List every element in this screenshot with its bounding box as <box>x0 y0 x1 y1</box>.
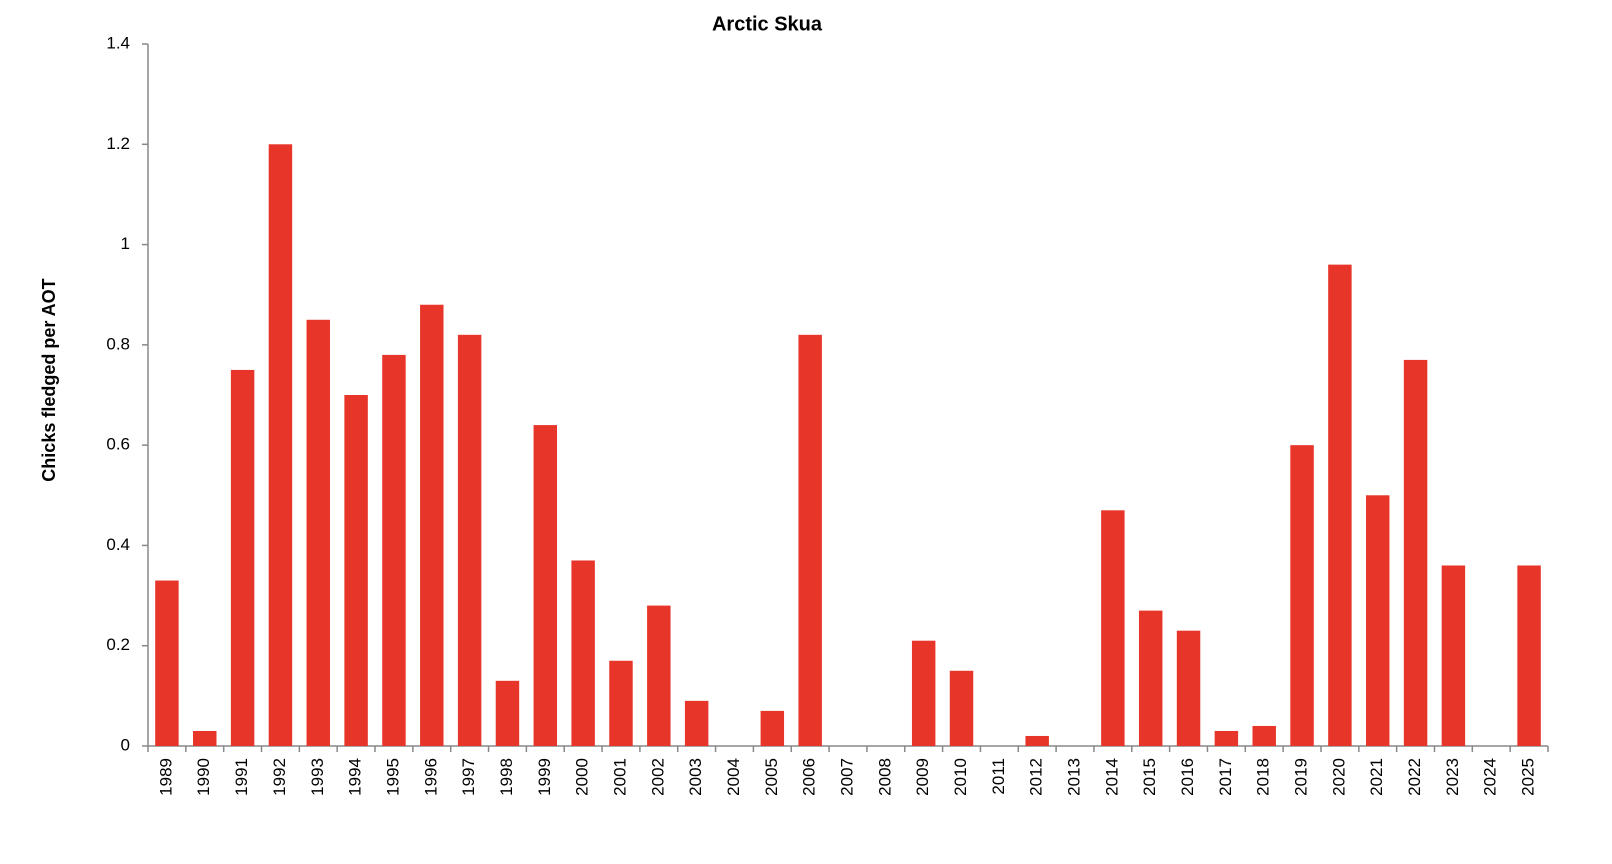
y-tick-label: 0 <box>121 735 130 754</box>
x-tick-label: 1990 <box>194 758 213 796</box>
bar <box>949 670 974 746</box>
bar <box>344 395 368 746</box>
x-tick-label: 1995 <box>383 758 402 796</box>
bar <box>571 560 595 746</box>
bar <box>306 319 330 746</box>
x-tick-label: 2025 <box>1519 758 1538 796</box>
y-tick-label: 1.4 <box>106 33 130 52</box>
x-tick-label: 2020 <box>1329 758 1348 796</box>
y-tick-label: 0.6 <box>106 435 130 454</box>
bar <box>155 580 179 746</box>
bar <box>647 605 671 746</box>
x-tick-label: 2000 <box>573 758 592 796</box>
bar <box>1441 565 1466 746</box>
x-tick-label: 1997 <box>459 758 478 796</box>
bar <box>1025 735 1049 746</box>
x-tick-label: 1993 <box>308 758 327 796</box>
bar <box>230 369 255 746</box>
x-tick-label: 1998 <box>497 758 516 796</box>
x-tick-label: 2001 <box>610 758 629 796</box>
x-tick-label: 1989 <box>156 758 175 796</box>
x-tick-label: 2017 <box>1216 758 1235 796</box>
bar <box>760 710 785 746</box>
bar <box>457 334 482 746</box>
x-tick-label: 1999 <box>535 758 554 796</box>
x-tick-label: 2004 <box>724 758 743 796</box>
x-tick-label: 2003 <box>686 758 705 796</box>
x-tick-label: 1994 <box>346 758 365 796</box>
x-tick-label: 2022 <box>1405 758 1424 796</box>
x-tick-label: 2008 <box>875 758 894 796</box>
x-tick-label: 2024 <box>1481 758 1500 796</box>
y-tick-label: 1.2 <box>106 134 130 153</box>
bar <box>1517 565 1541 746</box>
bar <box>1101 510 1125 746</box>
x-tick-label: 2014 <box>1102 758 1121 796</box>
bar <box>495 680 520 746</box>
bar <box>1328 264 1352 746</box>
bar <box>798 334 822 746</box>
bar <box>382 354 406 746</box>
x-tick-label: 2019 <box>1292 758 1311 796</box>
x-tick-label: 2005 <box>762 758 781 796</box>
x-tick-label: 2007 <box>837 758 856 796</box>
x-tick-label: 2016 <box>1178 758 1197 796</box>
bar <box>420 304 444 746</box>
y-tick-label: 0.8 <box>106 334 130 353</box>
x-tick-label: 1991 <box>232 758 251 796</box>
bar <box>268 144 293 747</box>
y-tick-label: 0.2 <box>106 635 130 654</box>
bar <box>684 700 709 746</box>
y-axis-label: Chicks fledged per AOT <box>39 278 59 481</box>
x-tick-label: 2015 <box>1140 758 1159 796</box>
x-tick-label: 2010 <box>951 758 970 796</box>
x-tick-label: 2009 <box>913 758 932 796</box>
y-tick-label: 0.4 <box>106 535 130 554</box>
x-tick-label: 2023 <box>1443 758 1462 796</box>
x-tick-label: 2012 <box>1027 758 1046 796</box>
bar <box>911 640 936 746</box>
bar <box>1214 730 1239 746</box>
x-tick-label: 2021 <box>1367 758 1386 796</box>
bar <box>1290 445 1314 746</box>
bar <box>1138 610 1163 746</box>
x-tick-label: 2002 <box>648 758 667 796</box>
x-tick-label: 1996 <box>421 758 440 796</box>
bar <box>533 425 558 746</box>
bar <box>609 660 633 746</box>
bar <box>1403 359 1428 746</box>
x-tick-label: 2011 <box>989 758 1008 795</box>
bar <box>1366 495 1390 746</box>
x-tick-label: 2018 <box>1254 758 1273 796</box>
bar <box>1176 630 1201 746</box>
x-tick-label: 2006 <box>800 758 819 796</box>
bar <box>193 730 217 746</box>
y-tick-label: 1 <box>121 234 130 253</box>
x-tick-label: 2013 <box>1065 758 1084 796</box>
chart-title: Arctic Skua <box>712 13 823 35</box>
bar <box>1252 725 1276 746</box>
x-tick-label: 1992 <box>270 758 289 796</box>
